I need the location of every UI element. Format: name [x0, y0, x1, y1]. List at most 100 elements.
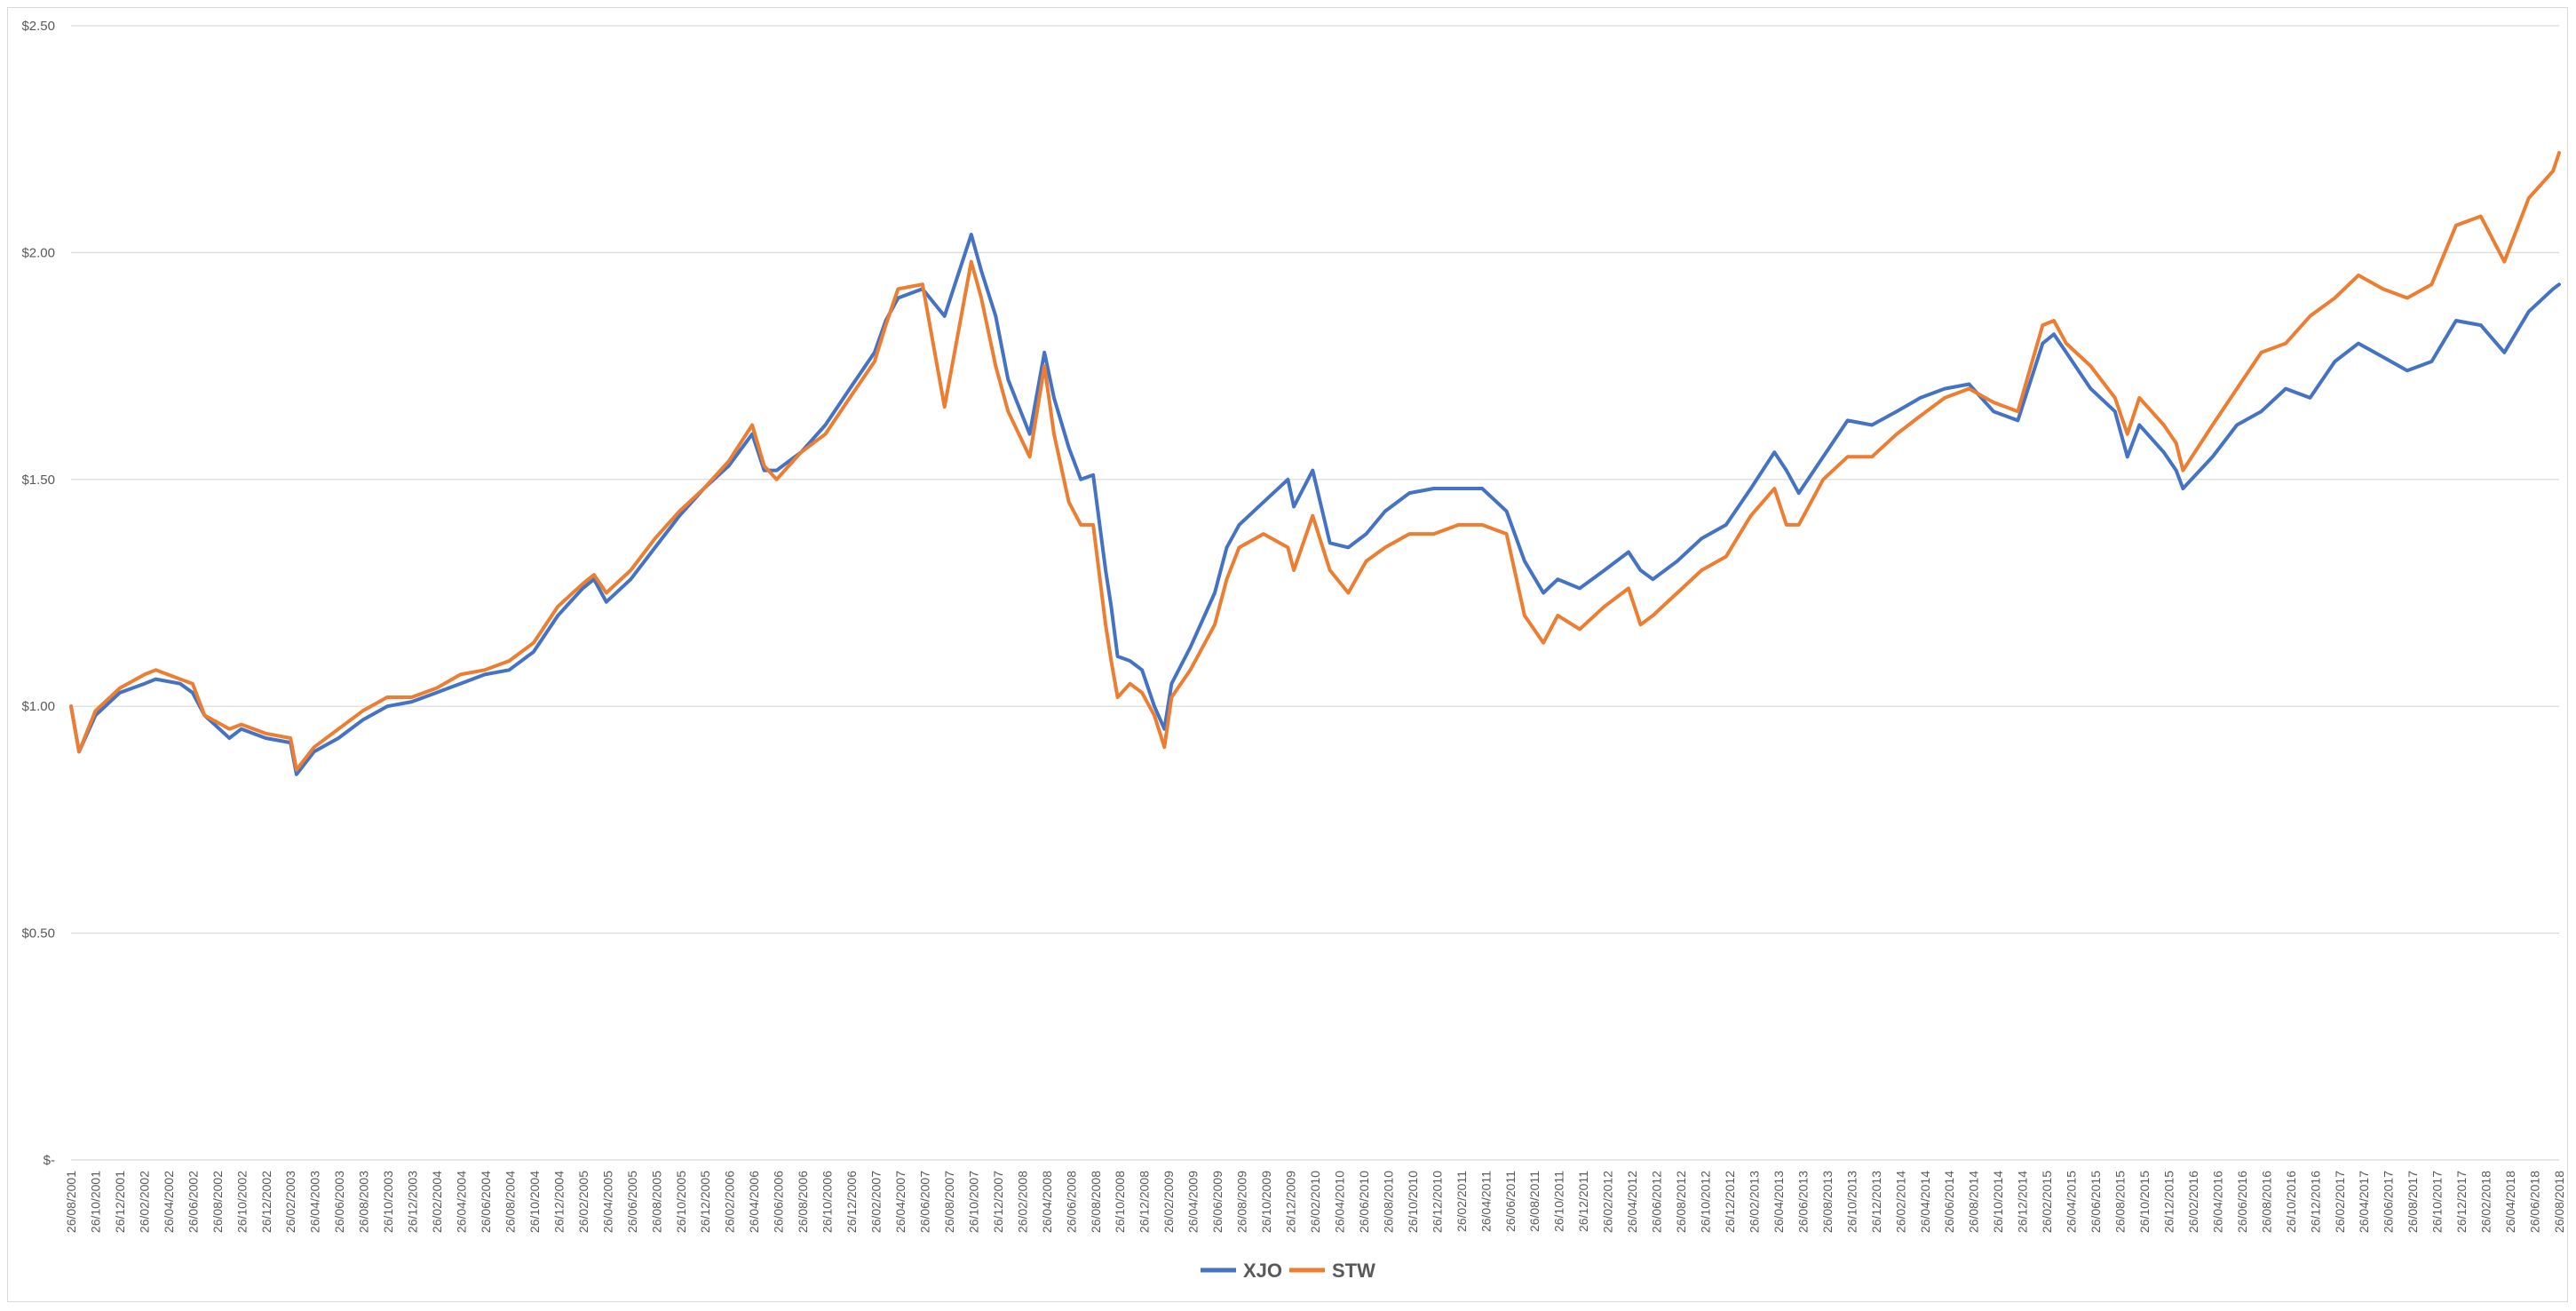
x-tick-label: 26/10/2015: [2137, 1171, 2152, 1233]
x-tick-label: 26/02/2007: [869, 1171, 884, 1233]
x-tick-label: 26/04/2005: [600, 1171, 614, 1233]
x-tick-label: 26/12/2008: [1137, 1171, 1152, 1233]
x-tick-label: 26/02/2010: [1308, 1171, 1322, 1233]
x-tick-label: 26/06/2017: [2382, 1171, 2396, 1233]
x-tick-label: 26/08/2001: [64, 1171, 78, 1233]
x-tick-label: 26/04/2015: [2065, 1171, 2079, 1233]
x-tick-label: 26/12/2002: [259, 1171, 273, 1233]
x-tick-label: 26/12/2014: [2016, 1171, 2030, 1233]
y-tick-label: $2.50: [21, 19, 55, 34]
x-tick-label: 26/06/2010: [1357, 1171, 1371, 1233]
legend: XJO STW: [1201, 1259, 1375, 1282]
y-axis: $- $0.50 $1.00 $1.50 $2.00 $2.50: [21, 19, 55, 1168]
y-tick-label: $-: [44, 1153, 55, 1168]
x-tick-label: 26/10/2016: [2284, 1171, 2298, 1233]
x-tick-label: 26/12/2009: [1284, 1171, 1298, 1233]
x-tick-label: 26/04/2010: [1332, 1171, 1346, 1233]
y-tick-label: $0.50: [21, 926, 55, 942]
x-tick-label: 26/06/2007: [917, 1171, 931, 1233]
x-tick-label: 26/04/2013: [1771, 1171, 1786, 1233]
x-tick-label: 26/12/2011: [1576, 1171, 1590, 1232]
x-tick-label: 26/08/2017: [2406, 1171, 2420, 1233]
x-tick-label: 26/02/2011: [1454, 1171, 1469, 1232]
x-tick-label: 26/10/2017: [2430, 1171, 2445, 1233]
x-tick-label: 26/02/2006: [723, 1171, 737, 1233]
x-tick-label: 26/12/2001: [113, 1171, 127, 1233]
x-tick-label: 26/02/2016: [2186, 1171, 2200, 1233]
x-tick-label: 26/12/2015: [2161, 1171, 2176, 1233]
x-tick-label: 26/02/2004: [430, 1171, 444, 1233]
x-tick-label: 26/02/2005: [576, 1171, 590, 1233]
x-tick-label: 26/12/2006: [844, 1171, 859, 1233]
x-tick-label: 26/04/2008: [1040, 1171, 1054, 1233]
x-tick-label: 26/04/2011: [1478, 1171, 1493, 1232]
x-tick-label: 26/12/2007: [991, 1171, 1005, 1233]
x-tick-label: 26/10/2013: [1844, 1171, 1859, 1233]
x-tick-label: 26/10/2012: [1699, 1171, 1713, 1233]
x-tick-label: 26/04/2006: [747, 1171, 761, 1233]
x-tick-label: 26/08/2004: [503, 1171, 517, 1233]
x-tick-label: 26/10/2007: [966, 1171, 980, 1233]
x-tick-label: 26/06/2012: [1650, 1171, 1664, 1233]
x-tick-label: 26/10/2014: [1991, 1171, 2005, 1233]
x-tick-label: 26/08/2007: [942, 1171, 956, 1233]
x-tick-label: 26/06/2006: [772, 1171, 786, 1233]
x-tick-label: 26/02/2013: [1747, 1171, 1761, 1233]
x-tick-label: 26/12/2013: [1869, 1171, 1883, 1233]
x-tick-label: 26/08/2008: [1089, 1171, 1103, 1233]
series-line-xjo: [69, 233, 2561, 776]
x-tick-label: 26/12/2004: [551, 1171, 566, 1233]
series-lines: [69, 151, 2561, 776]
x-tick-label: 26/04/2002: [162, 1171, 176, 1233]
x-tick-label: 26/10/2002: [234, 1171, 249, 1233]
x-tick-label: 26/06/2002: [186, 1171, 200, 1233]
x-tick-label: 26/08/2002: [210, 1171, 225, 1233]
x-tick-label: 26/06/2015: [2089, 1171, 2103, 1233]
x-tick-label: 26/10/2003: [381, 1171, 395, 1233]
x-tick-label: 26/08/2016: [2259, 1171, 2273, 1233]
x-tick-label: 26/04/2012: [1625, 1171, 1639, 1233]
x-tick-label: 26/12/2016: [2308, 1171, 2322, 1233]
series-line-stw: [69, 151, 2561, 772]
x-tick-label: 26/04/2017: [2357, 1171, 2371, 1233]
y-tick-label: $2.00: [21, 245, 55, 260]
x-tick-label: 26/06/2011: [1503, 1171, 1518, 1232]
x-tick-label: 26/02/2018: [2479, 1171, 2493, 1233]
x-tick-label: 26/12/2017: [2454, 1171, 2469, 1233]
x-tick-label: 26/08/2005: [649, 1171, 663, 1233]
x-tick-label: 26/06/2016: [2235, 1171, 2249, 1233]
x-tick-label: 26/10/2004: [527, 1171, 542, 1233]
x-tick-label: 26/02/2003: [283, 1171, 297, 1233]
x-tick-label: 26/02/2017: [2333, 1171, 2347, 1233]
x-tick-label: 26/06/2014: [1942, 1171, 1956, 1233]
x-tick-label: 26/12/2003: [406, 1171, 420, 1233]
x-tick-label: 26/06/2009: [1210, 1171, 1225, 1233]
gridlines: [71, 25, 2559, 1161]
x-tick-label: 26/08/2010: [1381, 1171, 1395, 1233]
x-tick-label: 26/08/2012: [1674, 1171, 1688, 1233]
x-axis: 26/08/2001 26/10/2001 26/12/2001 26/02/2002…: [64, 1171, 2566, 1233]
x-tick-label: 26/08/2011: [1527, 1171, 1542, 1232]
x-tick-label: 26/08/2003: [357, 1171, 371, 1233]
x-tick-label: 26/02/2015: [2040, 1171, 2054, 1233]
x-tick-label: 26/02/2009: [1161, 1171, 1176, 1233]
x-tick-label: 26/08/2014: [1967, 1171, 1981, 1233]
x-tick-label: 26/10/2001: [88, 1171, 102, 1233]
x-tick-label: 26/04/2004: [455, 1171, 469, 1233]
x-tick-label: 26/04/2007: [893, 1171, 908, 1233]
x-tick-label: 26/06/2003: [332, 1171, 346, 1233]
x-tick-label: 26/02/2008: [1015, 1171, 1029, 1233]
x-tick-label: 26/10/2010: [1406, 1171, 1420, 1233]
x-tick-label: 26/06/2018: [2528, 1171, 2542, 1233]
x-tick-label: 26/08/2006: [796, 1171, 810, 1233]
legend-label-stw: STW: [1332, 1259, 1375, 1282]
x-tick-label: 26/06/2005: [625, 1171, 639, 1233]
y-tick-label: $1.00: [21, 699, 55, 714]
x-tick-label: 26/10/2011: [1552, 1171, 1566, 1232]
x-tick-label: 26/12/2012: [1723, 1171, 1737, 1233]
x-tick-label: 26/10/2005: [674, 1171, 688, 1233]
x-tick-label: 26/12/2005: [698, 1171, 712, 1233]
x-tick-label: 26/12/2010: [1430, 1171, 1444, 1233]
x-tick-label: 26/10/2009: [1259, 1171, 1273, 1233]
